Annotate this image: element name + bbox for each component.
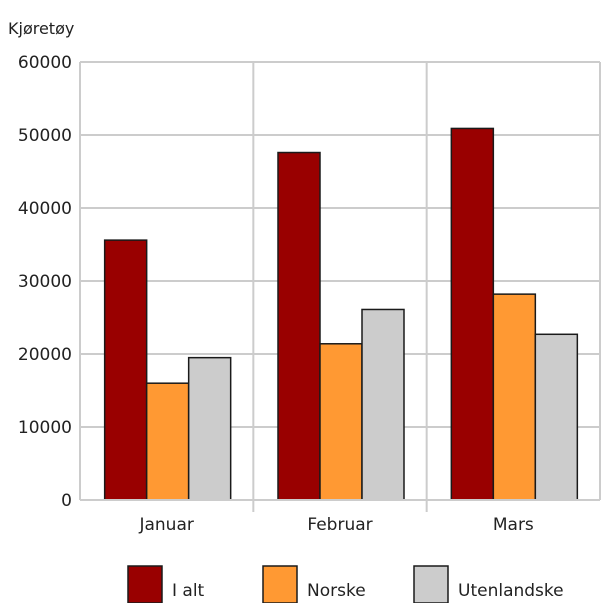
bar-norske-januar	[145, 382, 190, 501]
legend-swatch	[262, 565, 298, 603]
y-tick-labels: 0 10000 20000 30000 40000 50000 60000	[18, 53, 72, 511]
bar-i-alt-mars	[450, 127, 495, 501]
y-tick-label: 50000	[18, 126, 72, 146]
x-tick-label: Februar	[307, 515, 372, 535]
bar-i-alt-januar	[103, 239, 148, 501]
legend: I alt Norske Utenlandske	[127, 565, 564, 603]
bars	[103, 127, 579, 501]
y-tick-label: 0	[61, 491, 72, 511]
bar-i-alt-februar	[277, 151, 321, 501]
bar-utenlandske-januar	[187, 356, 232, 501]
gridlines	[80, 61, 601, 512]
y-tick-label: 20000	[18, 345, 72, 365]
y-axis-label: Kjøretøy	[8, 19, 74, 38]
axes	[79, 62, 600, 501]
y-tick-label: 60000	[18, 53, 72, 73]
bar-norske-februar	[319, 343, 363, 501]
x-tick-labels: Januar Februar Mars	[138, 515, 533, 535]
legend-label: Norske	[307, 581, 366, 601]
bar-utenlandske-februar	[361, 308, 405, 501]
legend-swatch	[413, 565, 449, 603]
x-tick-label: Mars	[493, 515, 534, 535]
y-tick-label: 30000	[18, 272, 72, 292]
legend-swatch	[127, 565, 163, 603]
y-tick-label: 40000	[18, 199, 72, 219]
legend-label: Utenlandske	[458, 581, 564, 601]
y-tick-label: 10000	[18, 418, 72, 438]
bar-norske-mars	[492, 293, 537, 501]
bar-utenlandske-mars	[534, 333, 579, 501]
legend-label: I alt	[172, 581, 205, 601]
x-tick-label: Januar	[138, 515, 193, 535]
